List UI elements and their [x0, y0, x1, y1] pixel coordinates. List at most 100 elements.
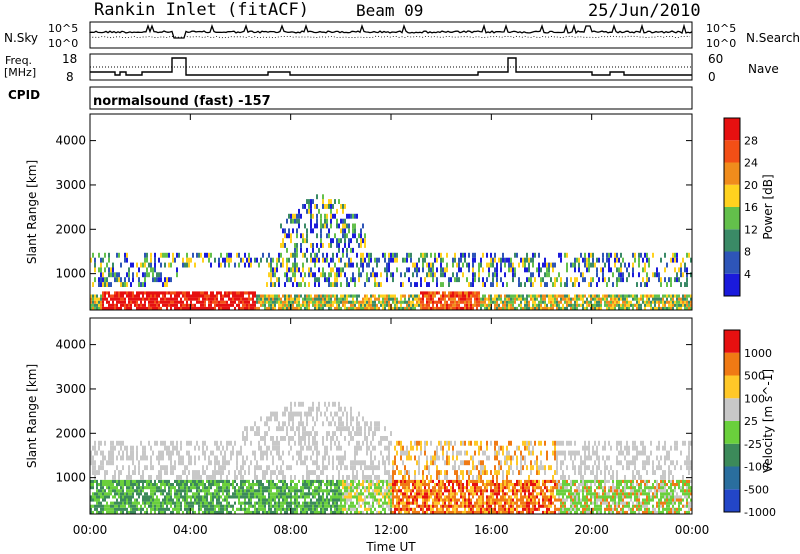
velocity-cell	[342, 507, 344, 511]
velocity-cell	[232, 483, 234, 487]
power-cell	[334, 262, 336, 268]
velocity-cell	[448, 440, 450, 446]
power-cell	[260, 294, 262, 298]
power-cell	[130, 297, 132, 301]
velocity-cell	[358, 440, 360, 446]
velocity-cell	[274, 483, 276, 487]
power-cell	[152, 294, 154, 298]
power-cell	[628, 262, 630, 268]
power-cell	[386, 303, 388, 307]
velocity-cell	[174, 492, 176, 496]
velocity-cell	[410, 440, 412, 446]
power-cell	[180, 303, 182, 307]
velocity-cell	[282, 489, 284, 493]
velocity-cell	[464, 440, 466, 446]
power-cell	[168, 291, 170, 295]
power-cell	[350, 262, 352, 268]
velocity-cell	[444, 501, 446, 505]
power-cell	[322, 199, 324, 204]
power-cell	[278, 257, 280, 263]
velocity-cell	[298, 495, 300, 499]
power-cell	[640, 252, 642, 258]
velocity-cell	[268, 483, 270, 487]
power-cell	[122, 300, 124, 304]
power-cell	[304, 297, 306, 301]
power-cell	[338, 243, 340, 248]
power-cell	[338, 300, 340, 304]
velocity-cell	[314, 470, 316, 475]
velocity-cell	[184, 504, 186, 508]
velocity-cell	[164, 495, 166, 499]
velocity-cell	[448, 507, 450, 511]
power-cell	[248, 262, 250, 268]
velocity-cell	[320, 483, 322, 487]
freq-trace	[90, 57, 692, 76]
velocity-cell	[264, 504, 266, 508]
power-cell	[396, 303, 398, 307]
velocity-cell	[454, 440, 456, 446]
velocity-cell	[128, 495, 130, 499]
velocity-cell	[338, 421, 340, 427]
power-cell	[364, 303, 366, 307]
velocity-cell	[178, 504, 180, 508]
power-cell	[324, 204, 326, 209]
power-cell	[444, 294, 446, 298]
power-cell	[98, 277, 100, 283]
power-cell	[658, 294, 660, 298]
velocity-cell	[302, 479, 304, 483]
velocity-cell	[134, 504, 136, 508]
power-cell	[382, 294, 384, 298]
power-cell	[630, 300, 632, 304]
power-cell	[528, 277, 530, 283]
velocity-cell	[268, 465, 270, 471]
velocity-cell	[224, 495, 226, 499]
velocity-cell	[424, 483, 426, 487]
velocity-cell	[314, 507, 316, 511]
velocity-cell	[452, 455, 454, 461]
velocity-cell	[188, 479, 190, 483]
power-cell	[598, 277, 600, 283]
power-cell	[210, 306, 212, 310]
velocity-cell	[426, 489, 428, 493]
velocity-cell	[316, 486, 318, 490]
velocity-cell	[96, 489, 98, 493]
power-cell	[316, 306, 318, 310]
power-cell	[288, 300, 290, 304]
velocity-cell	[300, 450, 302, 456]
velocity-cell	[150, 479, 152, 483]
velocity-cell	[152, 498, 154, 502]
power-cell	[278, 300, 280, 304]
velocity-cell	[216, 479, 218, 483]
power-cell	[148, 272, 150, 278]
velocity-cell	[280, 470, 282, 475]
power-cell	[282, 238, 284, 244]
power-cell	[468, 306, 470, 310]
power-cell	[608, 257, 610, 263]
velocity-cell	[384, 460, 386, 466]
power-cell	[108, 272, 110, 278]
power-colorbar-swatch	[724, 184, 740, 207]
power-cell	[556, 306, 558, 310]
power-cell	[314, 300, 316, 304]
velocity-cell	[388, 507, 390, 511]
velocity-cell	[276, 440, 278, 446]
power-cell	[130, 262, 132, 268]
power-cell	[616, 303, 618, 307]
power-cell	[372, 272, 374, 278]
velocity-cell	[120, 495, 122, 499]
velocity-cell	[270, 479, 272, 483]
velocity-cell	[280, 492, 282, 496]
power-cell	[388, 262, 390, 268]
velocity-cell	[360, 492, 362, 496]
velocity-cell	[92, 483, 94, 487]
velocity-cell	[150, 486, 152, 490]
velocity-cell	[370, 465, 372, 471]
velocity-cell	[170, 492, 172, 496]
velocity-cell	[124, 507, 126, 511]
velocity-cell	[140, 479, 142, 483]
power-cell	[430, 267, 432, 273]
power-cell	[116, 303, 118, 307]
power-cell	[438, 291, 440, 295]
power-cell	[424, 252, 426, 258]
power-cell	[520, 306, 522, 310]
